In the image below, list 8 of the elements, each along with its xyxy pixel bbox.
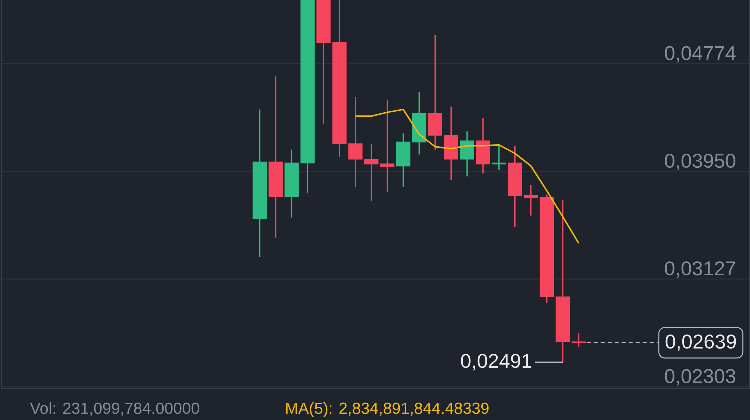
y-tick-label: 0,03950 [665, 154, 736, 170]
y-tick-label: 0,02303 [665, 369, 736, 386]
annotation: 0,02491 [461, 354, 532, 371]
ref-line-label: 0,02639 [666, 334, 736, 352]
y-tick-label: 0,03127 [665, 262, 736, 278]
text: MA(5): 2,834,891,844.48339 [286, 402, 489, 418]
text: Vol: 231,099,784.00000 [30, 402, 200, 416]
y-tick-label: 0,04774 [665, 46, 736, 63]
